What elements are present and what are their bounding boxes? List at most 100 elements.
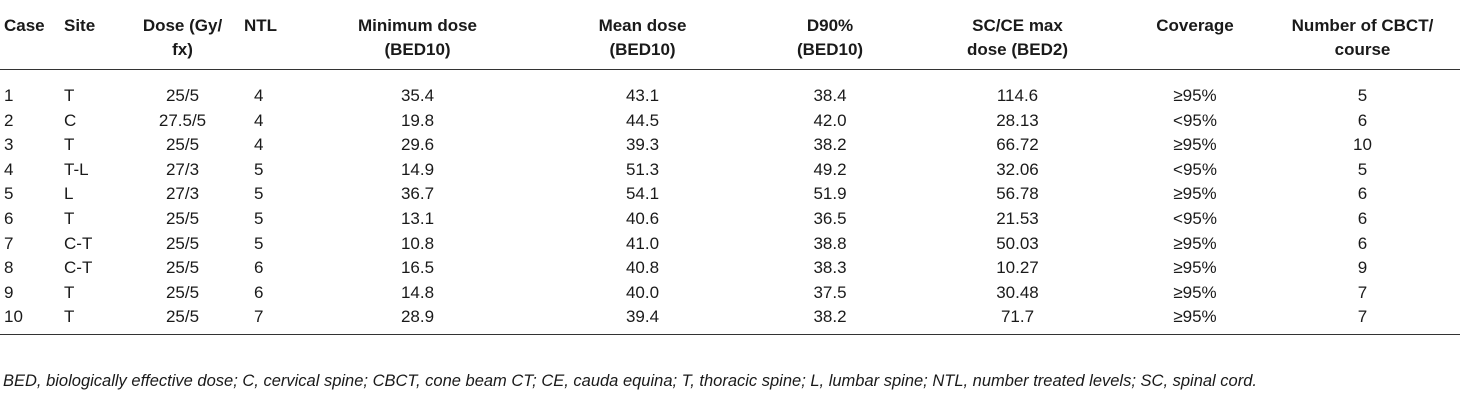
case-cell: 2 [4, 110, 14, 130]
data-table-container: Case Site Dose (Gy/ fx) NTL Minimum dose… [0, 4, 1460, 335]
table-row: 9 T 25/5 6 14.8 40.0 37.5 30.48 ≥95% 7 [0, 281, 1460, 306]
header-minimum-dose: Minimum dose (BED10) [300, 4, 535, 70]
header-minimum-dose-text: Minimum dose (BED10) [357, 16, 477, 59]
sc-ce-max-dose-cell: 50.03 [996, 233, 1039, 253]
mean-dose-cell: 39.3 [625, 135, 660, 155]
coverage-cell: <95% [1173, 159, 1217, 179]
case-cell: 5 [4, 184, 14, 204]
sc-ce-max-dose-cell: 66.72 [996, 135, 1039, 155]
mean-dose-cell: 41.0 [625, 233, 660, 253]
coverage-cell: ≥95% [1173, 258, 1217, 278]
table-row: 3 T 25/5 4 29.6 39.3 38.2 66.72 ≥95% 10 [0, 133, 1460, 158]
site-cell: C-T [64, 233, 93, 253]
dose-cell: 25/5 [165, 135, 200, 155]
minimum-dose-cell: 28.9 [400, 307, 435, 327]
sc-ce-max-dose-cell: 30.48 [996, 282, 1039, 302]
cbct-count-cell: 6 [1357, 208, 1368, 228]
header-sc-ce-max-dose-text: SC/CE max dose (BED2) [966, 16, 1069, 59]
minimum-dose-cell: 13.1 [400, 208, 435, 228]
table-row: 1 T 25/5 4 35.4 43.1 38.4 114.6 ≥95% 5 [0, 70, 1460, 109]
ntl-cell: 4 [254, 135, 264, 155]
case-cell: 8 [4, 258, 14, 278]
sc-ce-max-dose-cell: 56.78 [996, 184, 1039, 204]
coverage-cell: ≥95% [1173, 86, 1217, 105]
table-header-row: Case Site Dose (Gy/ fx) NTL Minimum dose… [0, 4, 1460, 70]
sc-ce-max-dose-cell: 28.13 [996, 110, 1039, 130]
d90-cell: 38.3 [813, 258, 847, 278]
table-row: 4 T-L 27/3 5 14.9 51.3 49.2 32.06 <95% 5 [0, 158, 1460, 183]
table-row: 8 C-T 25/5 6 16.5 40.8 38.3 10.27 ≥95% 9 [0, 256, 1460, 281]
mean-dose-cell: 39.4 [625, 307, 660, 327]
header-site: Site [60, 4, 125, 70]
minimum-dose-cell: 16.5 [400, 258, 435, 278]
d90-cell: 42.0 [813, 110, 847, 130]
table-footnote: BED, biologically effective dose; C, cer… [3, 372, 1257, 390]
dose-cell: 25/5 [165, 86, 200, 105]
d90-cell: 38.2 [813, 135, 847, 155]
cbct-count-cell: 10 [1353, 135, 1372, 155]
site-cell: T [64, 86, 75, 105]
ntl-cell: 5 [254, 208, 264, 228]
d90-cell: 37.5 [813, 282, 847, 302]
coverage-cell: ≥95% [1173, 233, 1217, 253]
site-cell: L [64, 184, 74, 204]
case-cell: 10 [4, 307, 23, 327]
mean-dose-cell: 44.5 [625, 110, 660, 130]
coverage-cell: ≥95% [1173, 282, 1217, 302]
site-cell: T-L [64, 159, 89, 179]
dose-table: Case Site Dose (Gy/ fx) NTL Minimum dose… [0, 4, 1460, 334]
cbct-count-cell: 7 [1357, 307, 1368, 327]
d90-cell: 38.4 [813, 86, 847, 105]
dose-cell: 27.5/5 [158, 110, 207, 130]
cbct-count-cell: 7 [1357, 282, 1368, 302]
case-cell: 1 [4, 86, 14, 105]
case-cell: 7 [4, 233, 14, 253]
header-coverage: Coverage [1125, 4, 1265, 70]
case-cell: 4 [4, 159, 14, 179]
header-number-of-cbct-text: Number of CBCT/ course [1291, 16, 1434, 59]
cbct-count-cell: 6 [1357, 184, 1368, 204]
d90-cell: 38.8 [813, 233, 847, 253]
dose-cell: 25/5 [165, 307, 200, 327]
mean-dose-cell: 40.0 [625, 282, 660, 302]
sc-ce-max-dose-cell: 21.53 [996, 208, 1039, 228]
cbct-count-cell: 6 [1357, 233, 1368, 253]
coverage-cell: <95% [1173, 208, 1217, 228]
coverage-cell: ≥95% [1173, 135, 1217, 155]
minimum-dose-cell: 29.6 [400, 135, 435, 155]
case-cell: 9 [4, 282, 14, 302]
header-dose: Dose (Gy/ fx) [125, 4, 240, 70]
table-row: 5 L 27/3 5 36.7 54.1 51.9 56.78 ≥95% 6 [0, 182, 1460, 207]
cbct-count-cell: 9 [1357, 258, 1368, 278]
site-cell: T [64, 208, 75, 228]
cbct-count-cell: 5 [1357, 86, 1368, 105]
d90-cell: 51.9 [813, 184, 847, 204]
mean-dose-cell: 40.8 [625, 258, 660, 278]
ntl-cell: 4 [254, 110, 264, 130]
ntl-cell: 6 [254, 282, 264, 302]
header-number-of-cbct: Number of CBCT/ course [1265, 4, 1460, 70]
dose-cell: 25/5 [165, 282, 200, 302]
dose-cell: 25/5 [165, 233, 200, 253]
header-dose-text: Dose (Gy/ fx) [142, 16, 223, 59]
cbct-count-cell: 5 [1357, 159, 1368, 179]
sc-ce-max-dose-cell: 71.7 [1000, 307, 1035, 327]
coverage-cell: ≥95% [1173, 307, 1217, 327]
sc-ce-max-dose-cell: 32.06 [996, 159, 1039, 179]
sc-ce-max-dose-cell: 114.6 [996, 86, 1039, 105]
cbct-count-cell: 6 [1357, 110, 1368, 130]
header-d90-text: D90% (BED10) [796, 16, 864, 59]
case-cell: 3 [4, 135, 14, 155]
mean-dose-cell: 51.3 [625, 159, 660, 179]
ntl-cell: 7 [254, 307, 264, 327]
case-cell: 6 [4, 208, 14, 228]
site-cell: C-T [64, 258, 93, 278]
mean-dose-cell: 43.1 [625, 86, 660, 105]
mean-dose-cell: 40.6 [625, 208, 660, 228]
header-case: Case [0, 4, 60, 70]
ntl-cell: 5 [254, 233, 264, 253]
header-mean-dose: Mean dose (BED10) [535, 4, 750, 70]
site-cell: T [64, 282, 75, 302]
d90-cell: 38.2 [813, 307, 847, 327]
dose-cell: 27/3 [165, 159, 200, 179]
